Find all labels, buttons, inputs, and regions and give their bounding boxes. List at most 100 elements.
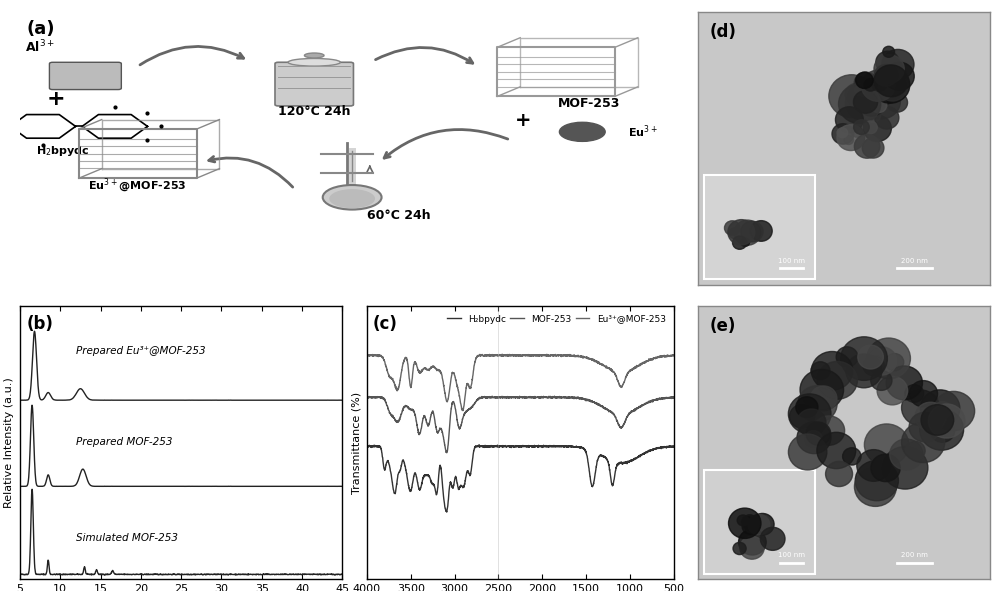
Circle shape bbox=[837, 128, 848, 138]
Circle shape bbox=[748, 515, 770, 535]
Circle shape bbox=[930, 420, 955, 442]
Circle shape bbox=[871, 371, 892, 391]
Circle shape bbox=[739, 529, 766, 555]
Circle shape bbox=[729, 228, 741, 239]
Circle shape bbox=[817, 432, 856, 469]
Ellipse shape bbox=[288, 59, 340, 66]
Text: MOF-253: MOF-253 bbox=[558, 98, 620, 111]
Circle shape bbox=[883, 46, 895, 57]
Text: Eu$^{3+}$@MOF-253: Eu$^{3+}$@MOF-253 bbox=[88, 177, 187, 195]
Circle shape bbox=[864, 79, 877, 91]
Text: +: + bbox=[515, 111, 532, 131]
Circle shape bbox=[741, 221, 763, 242]
Circle shape bbox=[885, 353, 904, 371]
Circle shape bbox=[854, 134, 880, 158]
Circle shape bbox=[741, 238, 750, 246]
Circle shape bbox=[854, 467, 896, 506]
Text: Eu$^{3+}$: Eu$^{3+}$ bbox=[628, 124, 658, 140]
Circle shape bbox=[933, 391, 975, 431]
Circle shape bbox=[745, 519, 759, 533]
Circle shape bbox=[882, 447, 928, 489]
Circle shape bbox=[882, 50, 914, 80]
Text: H$_2$bpydc: H$_2$bpydc bbox=[36, 144, 89, 158]
Circle shape bbox=[871, 67, 910, 103]
Circle shape bbox=[857, 450, 891, 481]
Circle shape bbox=[742, 517, 754, 527]
Circle shape bbox=[835, 107, 863, 133]
Circle shape bbox=[856, 72, 873, 89]
Circle shape bbox=[845, 83, 869, 105]
Circle shape bbox=[867, 347, 897, 375]
Circle shape bbox=[875, 106, 899, 129]
Circle shape bbox=[797, 422, 831, 454]
Text: 60°C 24h: 60°C 24h bbox=[367, 209, 431, 222]
Circle shape bbox=[880, 75, 898, 92]
Circle shape bbox=[905, 441, 925, 460]
Text: +: + bbox=[47, 89, 65, 109]
Circle shape bbox=[862, 95, 877, 110]
Text: (e): (e) bbox=[710, 317, 736, 335]
Circle shape bbox=[886, 366, 922, 400]
Circle shape bbox=[796, 397, 818, 417]
Circle shape bbox=[920, 409, 964, 450]
Circle shape bbox=[751, 514, 774, 535]
Circle shape bbox=[864, 121, 877, 134]
Circle shape bbox=[843, 448, 861, 465]
Circle shape bbox=[874, 65, 908, 97]
Circle shape bbox=[871, 76, 887, 91]
Circle shape bbox=[875, 66, 896, 86]
Text: (b): (b) bbox=[26, 314, 53, 333]
Circle shape bbox=[788, 394, 831, 434]
Circle shape bbox=[804, 431, 823, 448]
Circle shape bbox=[811, 362, 830, 379]
Circle shape bbox=[862, 138, 884, 158]
Text: Prepared MOF-253: Prepared MOF-253 bbox=[76, 437, 173, 447]
Circle shape bbox=[728, 220, 755, 245]
Circle shape bbox=[788, 434, 827, 470]
Circle shape bbox=[826, 462, 853, 486]
FancyBboxPatch shape bbox=[704, 470, 815, 574]
Circle shape bbox=[733, 543, 746, 554]
Circle shape bbox=[902, 390, 940, 426]
Circle shape bbox=[798, 386, 837, 423]
Circle shape bbox=[856, 82, 876, 100]
Circle shape bbox=[323, 185, 382, 210]
Circle shape bbox=[760, 527, 785, 550]
Circle shape bbox=[806, 422, 831, 445]
Circle shape bbox=[886, 72, 897, 82]
Circle shape bbox=[876, 51, 899, 73]
Circle shape bbox=[909, 413, 941, 442]
Circle shape bbox=[892, 80, 906, 94]
Circle shape bbox=[329, 189, 375, 208]
Circle shape bbox=[934, 401, 951, 418]
Circle shape bbox=[851, 126, 863, 137]
Circle shape bbox=[737, 515, 749, 526]
Circle shape bbox=[867, 338, 910, 379]
Circle shape bbox=[902, 422, 945, 463]
Circle shape bbox=[800, 369, 844, 410]
Text: (c): (c) bbox=[373, 314, 398, 333]
Circle shape bbox=[839, 84, 881, 124]
FancyBboxPatch shape bbox=[49, 62, 121, 90]
Circle shape bbox=[813, 416, 845, 445]
Circle shape bbox=[846, 354, 882, 388]
Circle shape bbox=[870, 98, 887, 113]
Circle shape bbox=[817, 362, 857, 400]
Circle shape bbox=[887, 93, 908, 112]
Circle shape bbox=[855, 460, 898, 501]
Circle shape bbox=[811, 352, 853, 390]
Circle shape bbox=[742, 519, 758, 534]
Circle shape bbox=[559, 122, 605, 141]
Circle shape bbox=[863, 356, 884, 376]
Circle shape bbox=[729, 508, 761, 538]
Y-axis label: Relative Intensity (a.u.): Relative Intensity (a.u.) bbox=[4, 378, 14, 508]
Circle shape bbox=[854, 120, 869, 134]
Text: Simulated MOF-253: Simulated MOF-253 bbox=[76, 533, 178, 543]
Circle shape bbox=[829, 74, 874, 118]
Circle shape bbox=[871, 454, 900, 482]
Circle shape bbox=[928, 404, 965, 438]
Text: (a): (a) bbox=[27, 20, 55, 38]
Circle shape bbox=[724, 221, 740, 235]
Circle shape bbox=[858, 345, 883, 369]
Circle shape bbox=[877, 376, 908, 405]
